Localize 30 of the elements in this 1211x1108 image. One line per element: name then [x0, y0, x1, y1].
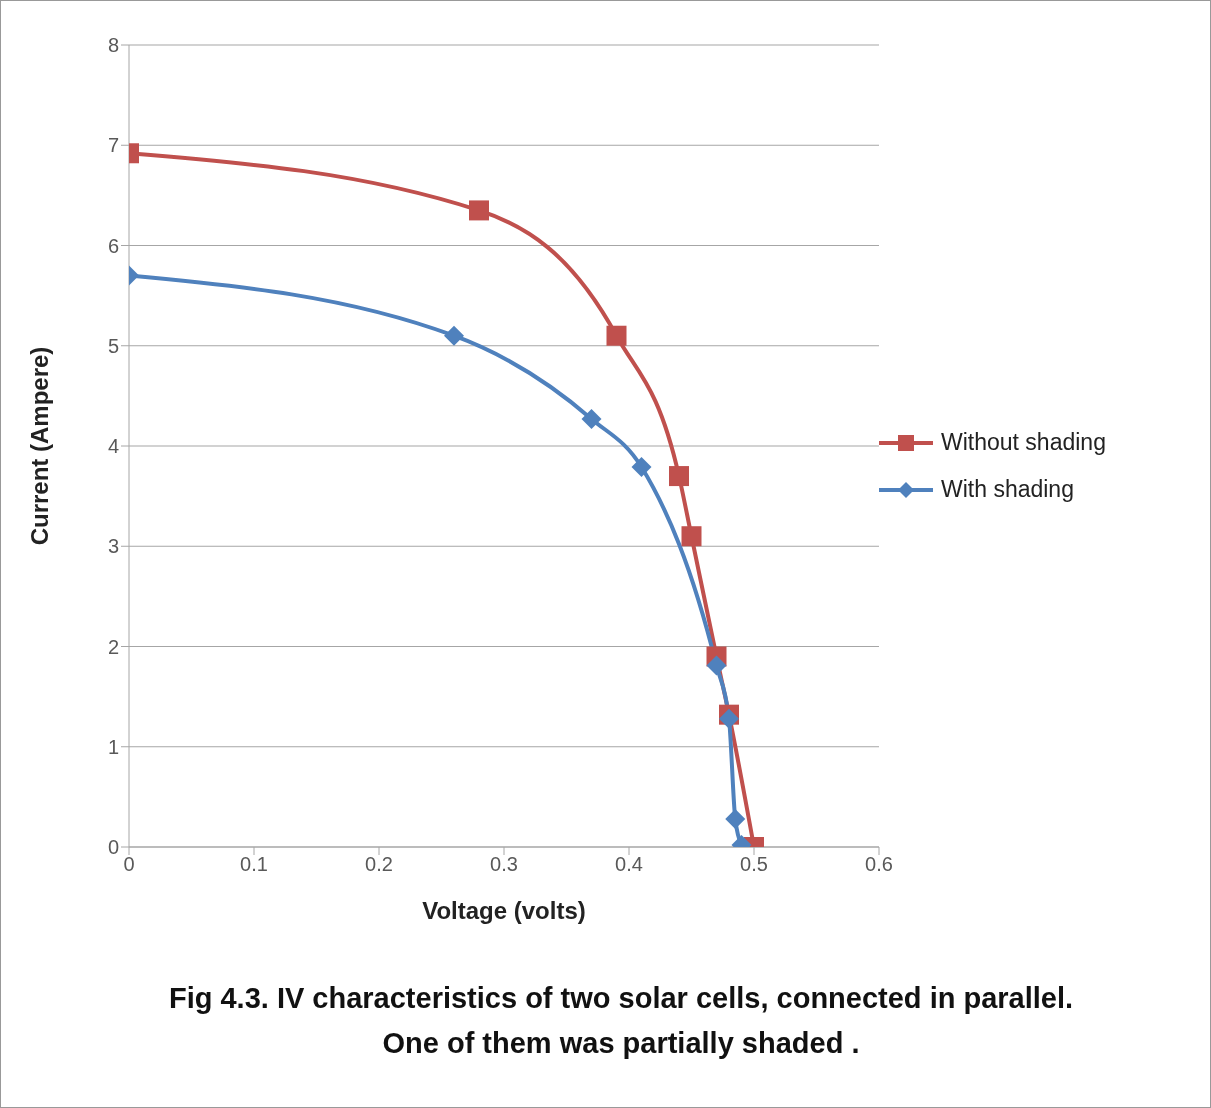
- y-tick-label: 3: [107, 535, 119, 558]
- legend-label: Without shading: [941, 429, 1106, 456]
- text: Fig 4.3. IV characteristics of two solar cells, connected in parallel. One of them was partially shaded .: [167, 981, 1075, 1061]
- y-tick-label: 2: [107, 635, 119, 658]
- point: [469, 200, 489, 221]
- y-tick-label: 4: [107, 435, 119, 458]
- x-tick-label: 0.2: [365, 853, 393, 876]
- y-tick-label: 1: [107, 735, 119, 758]
- x-tick-label: 0.1: [240, 853, 268, 876]
- y-tick-label: 7: [107, 134, 119, 157]
- point: [444, 325, 464, 346]
- point: [706, 655, 727, 676]
- y-tick-label: 6: [107, 234, 119, 257]
- point: [606, 325, 627, 346]
- y-tick-label: 8: [107, 34, 119, 57]
- x-tick-label: 0: [123, 853, 135, 876]
- point: [631, 457, 652, 478]
- point: [681, 526, 702, 547]
- point: [725, 808, 746, 829]
- x-tick-label: 0.5: [740, 853, 768, 876]
- y-tick-label: 5: [107, 334, 119, 357]
- x-tick-label: 0.3: [490, 853, 518, 876]
- point: [669, 466, 689, 487]
- x-tick-label: 0.4: [615, 853, 643, 876]
- x-axis-title: Voltage (volts): [422, 897, 586, 924]
- point: [581, 408, 602, 429]
- x-tick-label: 0.6: [865, 853, 893, 876]
- legend-label: With shading: [941, 476, 1074, 503]
- y-axis-title: Current (Ampere): [25, 346, 53, 546]
- y-tick-label: 0: [107, 836, 119, 859]
